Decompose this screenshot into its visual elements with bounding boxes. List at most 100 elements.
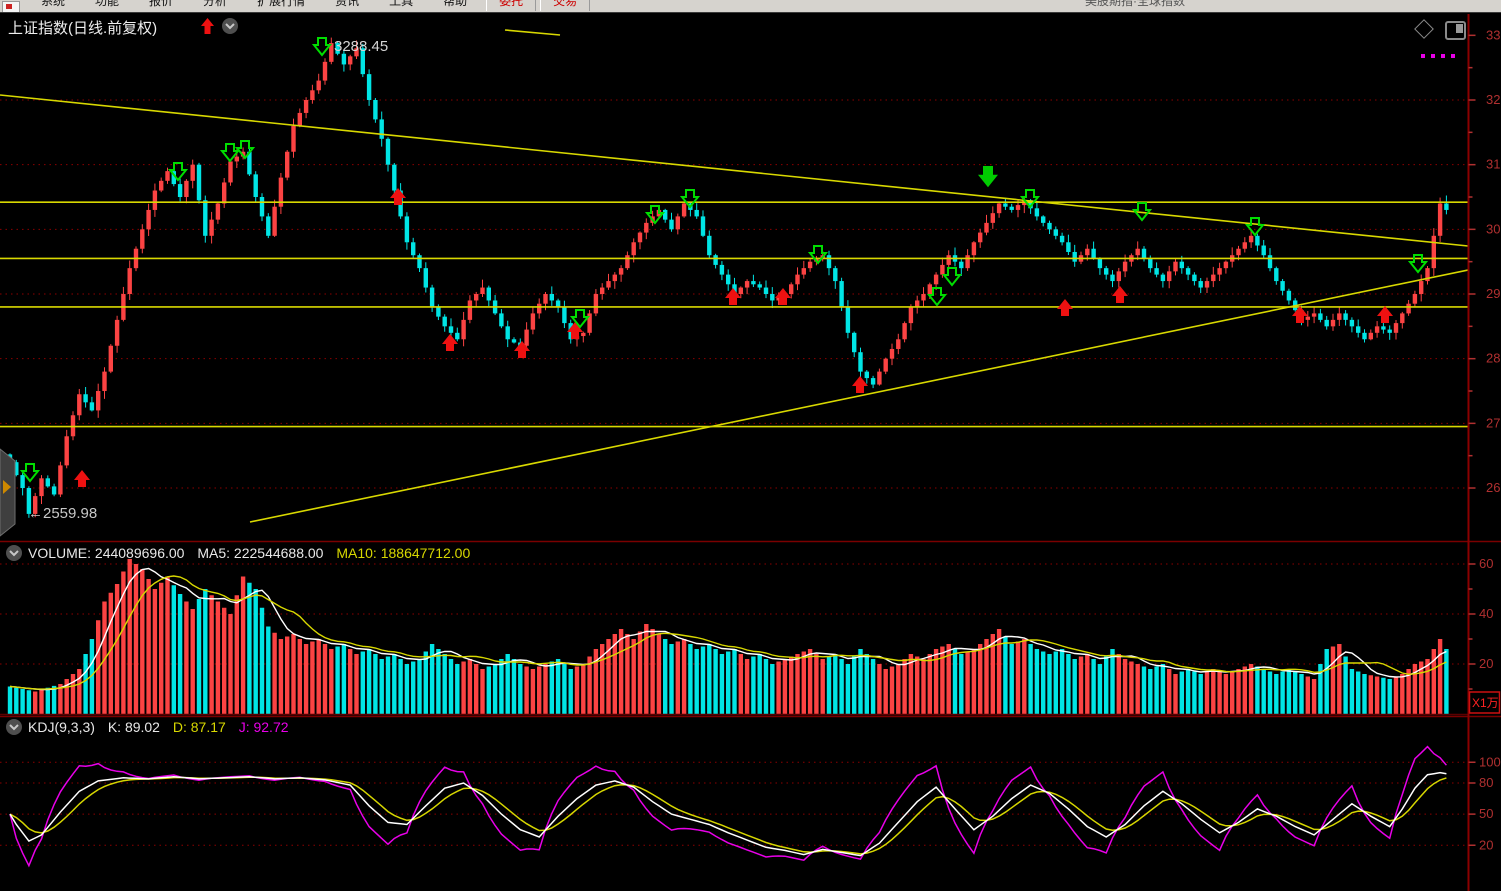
buy-signal-arrow xyxy=(1292,306,1308,323)
svg-text:80: 80 xyxy=(1479,775,1493,790)
chart-title: 上证指数(日线.前复权) xyxy=(8,20,158,37)
trend-up-icon xyxy=(200,18,215,40)
buy-signal-arrow xyxy=(390,188,406,205)
svg-text:2800: 2800 xyxy=(1486,351,1501,366)
menu-item[interactable]: 帮助 xyxy=(443,0,468,8)
kdj-j-line xyxy=(9,745,1447,868)
buy-signal-arrow xyxy=(1112,286,1128,303)
volume-unit-label: X1万 xyxy=(1472,696,1499,710)
sell-signal-arrow xyxy=(1019,189,1041,209)
volume-label: VOLUME: xyxy=(28,545,92,561)
menu-bar: 系统 功能 报价 分析 扩展行情 资讯 工具 帮助 委托 交易 美股期指·全球指数 xyxy=(0,0,1501,13)
market-ticker-text[interactable]: 美股期指·全球指数 xyxy=(1085,0,1185,8)
menu-item[interactable]: 系统 xyxy=(41,0,66,8)
panel-layout-icon[interactable] xyxy=(1445,21,1466,40)
sell-signal-arrow xyxy=(1131,202,1153,222)
svg-text:2900: 2900 xyxy=(1486,286,1501,301)
chart-toolbar xyxy=(1413,19,1473,58)
sell-signal-arrow xyxy=(311,37,333,57)
d-label: D: xyxy=(172,719,187,735)
sell-signal-arrow xyxy=(167,162,189,182)
menu-item-hot[interactable]: 委托 xyxy=(486,0,537,11)
menu-item[interactable]: 扩展行情 xyxy=(257,0,306,8)
price-pane xyxy=(0,29,1468,537)
svg-text:100: 100 xyxy=(1479,754,1501,769)
volume-ma10-line xyxy=(9,575,1447,690)
buy-signal-arrow xyxy=(514,341,530,358)
svg-text:3100: 3100 xyxy=(1486,157,1501,172)
buy-signal-arrow xyxy=(1057,299,1073,316)
menu-item[interactable]: 工具 xyxy=(389,0,414,8)
svg-text:60: 60 xyxy=(1479,556,1493,571)
svg-text:2600: 2600 xyxy=(1486,480,1501,495)
menu-item[interactable]: 功能 xyxy=(95,0,120,8)
diamond-tool-icon[interactable] xyxy=(1414,19,1434,39)
collapse-kdj-button[interactable] xyxy=(6,719,22,735)
svg-text:40: 40 xyxy=(1479,606,1493,621)
peak-price-annotation: 3288.45 xyxy=(334,38,389,55)
sell-signal-arrow xyxy=(644,205,666,225)
buy-signal-arrow xyxy=(775,288,791,305)
d-value: 87.17 xyxy=(190,719,226,735)
volume-value: 244089696.00 xyxy=(94,545,185,561)
svg-text:3000: 3000 xyxy=(1486,221,1501,236)
menu-item[interactable]: 报价 xyxy=(149,0,174,8)
j-label: J: xyxy=(238,719,250,735)
sell-signal-arrow xyxy=(234,140,256,160)
sell-signal-arrow xyxy=(569,309,591,329)
menu-item-hot[interactable]: 交易 xyxy=(540,0,591,11)
menu-item[interactable]: 资讯 xyxy=(335,0,360,8)
svg-text:50: 50 xyxy=(1479,806,1493,821)
k-value: 89.02 xyxy=(124,719,160,735)
svg-text:20: 20 xyxy=(1479,837,1493,852)
strong-sell-arrow xyxy=(978,166,998,188)
ma10-value: 188647712.00 xyxy=(380,545,471,561)
volume-pane-header: VOLUME: 244089696.00 MA5: 222544688.00 M… xyxy=(6,545,470,561)
buy-signal-arrow xyxy=(74,470,90,487)
volume-ma5-line xyxy=(9,567,1447,691)
collapse-main-button[interactable] xyxy=(222,18,238,34)
kdj-pane xyxy=(0,745,1468,868)
ma5-value: 222544688.00 xyxy=(233,545,324,561)
kdj-indicator-label: KDJ(9,3,3) xyxy=(28,719,95,735)
j-value: 92.72 xyxy=(253,719,289,735)
ma10-label: MA10: xyxy=(336,545,377,561)
sell-signal-arrow xyxy=(219,143,241,163)
right-axis: 3300 3200 3100 3000 2900 2800 2700 2600 60 40 20 10… xyxy=(0,14,1501,891)
partial-upper-line xyxy=(504,29,561,36)
buy-signal-arrow xyxy=(567,322,583,339)
buy-signal-arrow xyxy=(1377,306,1393,323)
app-logo xyxy=(2,1,20,12)
k-label: K: xyxy=(107,719,122,735)
volume-pane xyxy=(0,559,1468,716)
kdj-k-line xyxy=(9,771,1447,857)
ma5-label: MA5: xyxy=(197,545,231,561)
menu-items: 系统 功能 报价 分析 扩展行情 资讯 工具 帮助 委托 交易 xyxy=(26,0,591,11)
sell-signal-arrow xyxy=(807,245,829,265)
svg-text:3200: 3200 xyxy=(1486,92,1501,107)
menu-item[interactable]: 分析 xyxy=(203,0,228,8)
expand-panel-arrow-icon xyxy=(3,480,11,494)
sell-signal-arrow xyxy=(1244,217,1266,237)
collapse-volume-button[interactable] xyxy=(6,545,22,561)
magenta-dots-indicator xyxy=(1421,45,1461,63)
descending-resistance xyxy=(0,94,1468,247)
sell-signal-arrow xyxy=(679,189,701,209)
sell-signal-arrow xyxy=(941,267,963,287)
sell-signal-arrow xyxy=(926,287,948,307)
svg-text:20: 20 xyxy=(1479,656,1493,671)
kdj-pane-header: KDJ(9,3,3) K: 89.02 D: 87.17 J: 92.72 xyxy=(6,719,289,735)
volume-unit-box xyxy=(1468,691,1501,714)
buy-signal-arrow xyxy=(725,288,741,305)
svg-text:3300: 3300 xyxy=(1486,27,1501,42)
sell-signal-arrow xyxy=(19,463,41,483)
ascending-support xyxy=(249,269,1468,523)
buy-signal-arrow xyxy=(442,334,458,351)
low-price-annotation: ←2559.98 xyxy=(28,505,98,522)
svg-text:2700: 2700 xyxy=(1486,415,1501,430)
sell-signal-arrow xyxy=(1407,254,1429,274)
left-panel-handle[interactable] xyxy=(0,448,16,537)
buy-signal-arrow xyxy=(852,376,868,393)
